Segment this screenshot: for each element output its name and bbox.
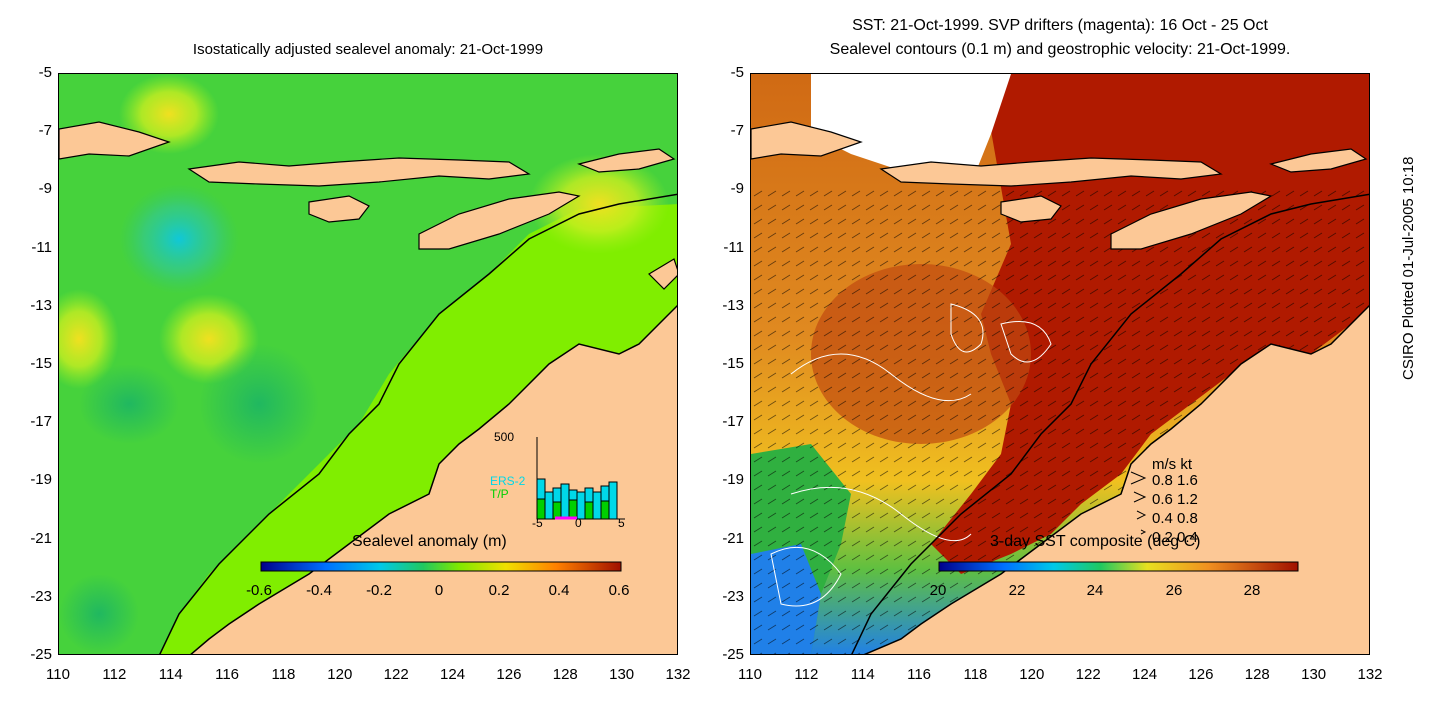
left-map-y-tick-label: -11 bbox=[31, 238, 52, 256]
inset-xtick: -5 bbox=[532, 516, 543, 530]
right-map-x-tick-label: 124 bbox=[1132, 666, 1158, 683]
left-map-y-tick-label: -5 bbox=[38, 64, 52, 81]
left-map-title: Isostatically adjusted sealevel anomaly:… bbox=[192, 41, 544, 58]
left-map-y-tick-label: -9 bbox=[38, 180, 52, 198]
right-map-y-tick-label: -17 bbox=[722, 413, 744, 431]
velocity-legend-row: 0.4 0.8 bbox=[1152, 510, 1198, 527]
sla-colorbar-tick: 0 bbox=[434, 582, 444, 599]
sst-map bbox=[750, 73, 1370, 655]
right-map-y-tick-label: -19 bbox=[722, 471, 744, 489]
sst-colorbar-tick: 20 bbox=[929, 582, 947, 599]
right-map-y-tick-label: -21 bbox=[722, 529, 744, 547]
right-map-x-tick-label: 114 bbox=[850, 666, 875, 683]
right-map-x-tick-label: 126 bbox=[1188, 666, 1214, 683]
right-map-x-tick-label: 130 bbox=[1301, 666, 1327, 683]
left-map-y-tick-label: -19 bbox=[30, 471, 52, 489]
inset-ymax-label: 500 bbox=[494, 430, 515, 444]
sla-colorbar-tick: -0.4 bbox=[306, 582, 332, 599]
left-map-x-tick-label: 122 bbox=[383, 666, 409, 683]
right-map-x-tick-label: 128 bbox=[1244, 666, 1270, 683]
right-map-y-tick-label: -25 bbox=[722, 646, 744, 663]
left-map-y-tick-label: -23 bbox=[30, 587, 52, 605]
sla-colorbar-title: Sealevel anomaly (m) bbox=[352, 533, 507, 550]
velocity-legend-row: 0.8 1.6 bbox=[1152, 472, 1198, 489]
inset-xtick: 0 bbox=[575, 516, 582, 530]
right-map-x-tick-label: 122 bbox=[1075, 666, 1101, 683]
left-map-y-tick-label: -7 bbox=[38, 122, 52, 140]
sla-colorbar bbox=[260, 561, 622, 572]
sst-colorbar-tick: 26 bbox=[1165, 582, 1183, 599]
left-map-x-tick-label: 112 bbox=[102, 666, 127, 683]
sla-colorbar-tick: -0.6 bbox=[246, 582, 272, 599]
left-map-y-tick-label: -25 bbox=[30, 646, 52, 663]
sst-colorbar-tick: 24 bbox=[1086, 582, 1104, 599]
left-map-x-tick-label: 110 bbox=[46, 666, 70, 683]
left-map-x-tick-label: 124 bbox=[440, 666, 466, 683]
velocity-legend-header: m/s kt bbox=[1152, 456, 1192, 473]
right-map-y-tick-label: -15 bbox=[722, 355, 744, 372]
left-map-x-tick-label: 116 bbox=[215, 666, 240, 683]
sst-colorbar-tick: 22 bbox=[1008, 582, 1026, 599]
right-map-y-tick-label: -11 bbox=[723, 238, 744, 256]
right-map-y-tick-label: -13 bbox=[722, 296, 744, 314]
right-map-x-tick-label: 110 bbox=[738, 666, 762, 683]
left-map-y-tick-label: -13 bbox=[30, 296, 52, 314]
sst-colorbar-tick: 28 bbox=[1243, 582, 1261, 599]
sst-map-canvas bbox=[751, 74, 1369, 654]
sla-colorbar-tick: 0.2 bbox=[488, 582, 510, 599]
left-map-x-tick-label: 120 bbox=[327, 666, 353, 683]
left-map-y-tick-label: -21 bbox=[30, 529, 52, 547]
sla-colorbar-tick: -0.2 bbox=[366, 582, 392, 599]
sst-colorbar bbox=[938, 561, 1299, 572]
inset-xtick: 5 bbox=[618, 516, 625, 530]
right-map-y-tick-label: -23 bbox=[722, 587, 744, 605]
sealevel-anomaly-map-canvas bbox=[59, 74, 677, 654]
right-map-x-tick-label: 112 bbox=[794, 666, 819, 683]
sst-colorbar-title: 3-day SST composite (deg C) bbox=[990, 533, 1201, 550]
velocity-legend-row: 0.2 0.4 bbox=[1152, 529, 1198, 546]
plot-credit: CSIRO Plotted 01-Jul-2005 10:18 bbox=[1400, 156, 1417, 380]
right-map-y-tick-label: -7 bbox=[730, 122, 744, 140]
right-map-y-tick-label: -5 bbox=[730, 64, 744, 81]
sla-colorbar-tick: 0.4 bbox=[548, 582, 570, 599]
right-map-x-tick-label: 116 bbox=[907, 666, 932, 683]
left-map-y-tick-label: -15 bbox=[30, 355, 52, 372]
right-map-y-tick-label: -9 bbox=[730, 180, 744, 198]
right-map-x-tick-label: 132 bbox=[1357, 666, 1383, 683]
sealevel-anomaly-map bbox=[58, 73, 678, 655]
inset-series-ers2: ERS-2 bbox=[490, 474, 526, 488]
right-map-x-tick-label: 118 bbox=[963, 666, 988, 683]
sla-colorbar-tick: 0.6 bbox=[608, 582, 630, 599]
left-map-y-tick-label: -17 bbox=[30, 413, 52, 431]
velocity-legend-row: 0.6 1.2 bbox=[1152, 491, 1198, 508]
right-map-x-tick-label: 120 bbox=[1019, 666, 1045, 683]
right-map-title-line2: Sealevel contours (0.1 m) and geostrophi… bbox=[829, 41, 1291, 58]
sampling-inset-histogram bbox=[536, 437, 625, 520]
left-map-x-tick-label: 118 bbox=[271, 666, 296, 683]
right-map-title-line1: SST: 21-Oct-1999. SVP drifters (magenta)… bbox=[852, 17, 1268, 34]
left-map-x-tick-label: 130 bbox=[609, 666, 635, 683]
left-map-x-tick-label: 126 bbox=[496, 666, 522, 683]
velocity-legend-arrows bbox=[1130, 471, 1147, 535]
left-map-x-tick-label: 128 bbox=[552, 666, 578, 683]
left-map-x-tick-label: 114 bbox=[158, 666, 183, 683]
left-map-x-tick-label: 132 bbox=[665, 666, 691, 683]
inset-series-tp: T/P bbox=[490, 487, 509, 501]
